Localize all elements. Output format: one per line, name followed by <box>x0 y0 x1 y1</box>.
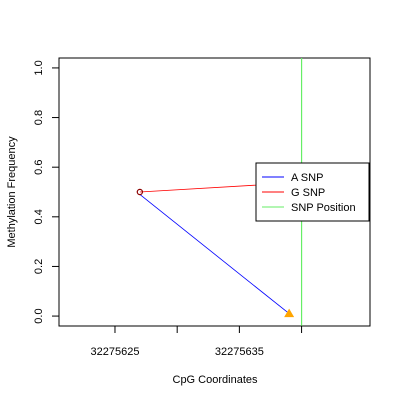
x-tick-label: 32275625 <box>91 346 140 358</box>
y-tick-label: 1.0 <box>33 60 45 75</box>
legend-label: G SNP <box>291 187 325 199</box>
y-axis-label: Methylation Frequency <box>6 136 18 248</box>
a-snp-line <box>139 194 290 314</box>
y-tick-label: 0.0 <box>33 308 45 323</box>
y-tick-label: 0.6 <box>33 160 45 175</box>
y-tick-label: 0.8 <box>33 110 45 125</box>
circle-point <box>136 188 144 196</box>
legend-label: SNP Position <box>291 202 356 214</box>
x-axis-label: CpG Coordinates <box>173 374 258 386</box>
legend-label: A SNP <box>291 172 323 184</box>
y-tick-label: 0.4 <box>33 209 45 224</box>
y-tick-label: 0.2 <box>33 259 45 274</box>
x-tick-label: 32275635 <box>215 346 264 358</box>
triangle-point <box>284 308 295 318</box>
